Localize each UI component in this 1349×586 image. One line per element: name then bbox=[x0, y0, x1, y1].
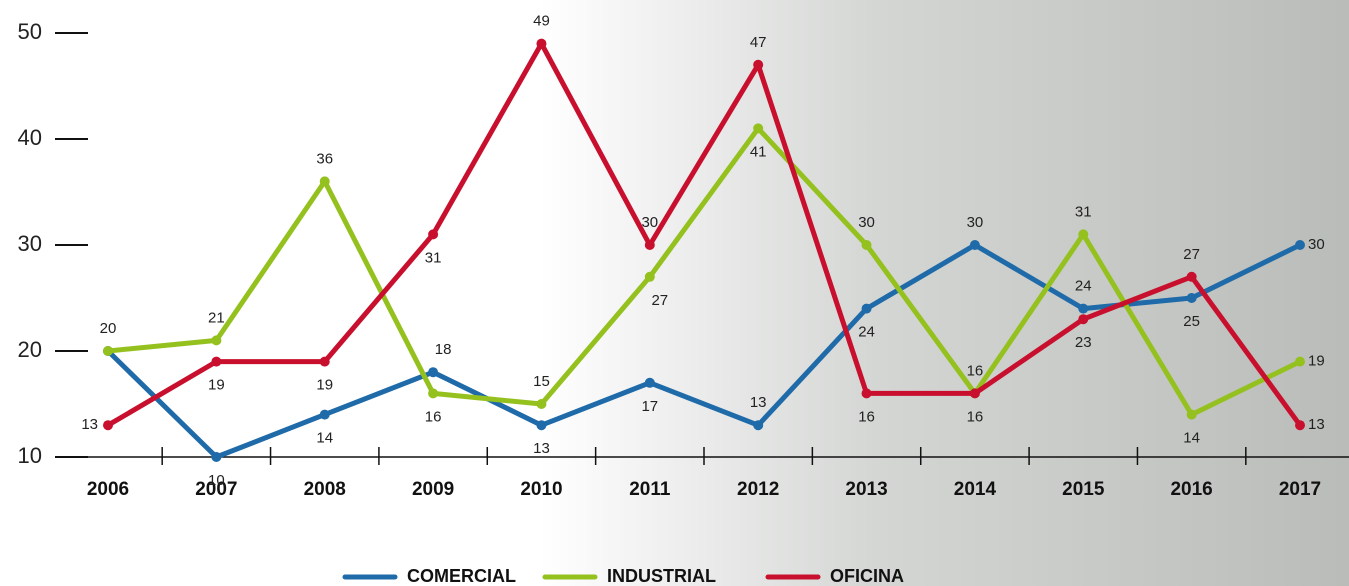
point bbox=[428, 388, 438, 398]
point bbox=[1187, 293, 1197, 303]
y-tick-label: 10 bbox=[18, 443, 42, 468]
point bbox=[753, 420, 763, 430]
x-tick-label: 2009 bbox=[412, 479, 454, 500]
data-label: 21 bbox=[208, 309, 225, 326]
data-label: 24 bbox=[858, 324, 875, 341]
data-label: 27 bbox=[1183, 246, 1200, 263]
x-tick-label: 2006 bbox=[87, 479, 129, 500]
data-label: 23 bbox=[1075, 334, 1092, 351]
data-label: 31 bbox=[425, 249, 442, 266]
data-label: 16 bbox=[967, 408, 984, 425]
data-label: 13 bbox=[533, 440, 550, 457]
point bbox=[1078, 304, 1088, 314]
point bbox=[1187, 272, 1197, 282]
data-label: 49 bbox=[533, 13, 550, 30]
x-tick-label: 2012 bbox=[737, 479, 779, 500]
point bbox=[645, 378, 655, 388]
point bbox=[1295, 240, 1305, 250]
chart: 1020304050200620072008200920102011201220… bbox=[0, 0, 1349, 586]
data-label: 10 bbox=[208, 472, 225, 489]
point bbox=[862, 388, 872, 398]
data-label: 17 bbox=[641, 398, 658, 415]
data-label: 24 bbox=[1075, 278, 1092, 295]
point bbox=[970, 388, 980, 398]
y-tick-label: 30 bbox=[18, 231, 42, 256]
legend-label: OFICINA bbox=[830, 566, 904, 586]
data-label: 41 bbox=[750, 143, 767, 160]
data-label: 16 bbox=[425, 408, 442, 425]
data-label: 13 bbox=[750, 394, 767, 411]
data-label: 19 bbox=[316, 377, 333, 394]
data-label: 36 bbox=[316, 150, 333, 167]
legend-label: INDUSTRIAL bbox=[607, 566, 716, 586]
point bbox=[753, 60, 763, 70]
data-label: 30 bbox=[858, 214, 875, 231]
point bbox=[103, 346, 113, 356]
point bbox=[536, 39, 546, 49]
data-label: 19 bbox=[208, 377, 225, 394]
data-label: 30 bbox=[1308, 236, 1325, 253]
point bbox=[970, 240, 980, 250]
data-label: 47 bbox=[750, 34, 767, 51]
x-tick-label: 2011 bbox=[629, 479, 671, 500]
point bbox=[428, 229, 438, 239]
data-label: 25 bbox=[1183, 313, 1200, 330]
point bbox=[211, 335, 221, 345]
x-tick-label: 2010 bbox=[520, 479, 562, 500]
point bbox=[1295, 420, 1305, 430]
data-label: 27 bbox=[651, 292, 668, 309]
point bbox=[211, 452, 221, 462]
point bbox=[862, 240, 872, 250]
data-label: 30 bbox=[967, 214, 984, 231]
point bbox=[645, 272, 655, 282]
data-label: 16 bbox=[858, 408, 875, 425]
point bbox=[320, 176, 330, 186]
data-label: 15 bbox=[533, 373, 550, 390]
point bbox=[1078, 229, 1088, 239]
point bbox=[1078, 314, 1088, 324]
legend-label: COMERCIAL bbox=[407, 566, 516, 586]
point bbox=[103, 420, 113, 430]
y-tick-label: 40 bbox=[18, 125, 42, 150]
y-tick-label: 50 bbox=[18, 19, 42, 44]
point bbox=[320, 357, 330, 367]
point bbox=[1187, 410, 1197, 420]
x-tick-label: 2013 bbox=[845, 479, 887, 500]
data-label: 20 bbox=[100, 320, 117, 337]
data-label: 19 bbox=[1308, 353, 1325, 370]
x-tick-label: 2008 bbox=[304, 479, 346, 500]
point bbox=[1295, 357, 1305, 367]
data-label: 31 bbox=[1075, 203, 1092, 220]
x-tick-label: 2015 bbox=[1062, 479, 1105, 500]
point bbox=[536, 399, 546, 409]
data-label: 13 bbox=[81, 416, 98, 433]
y-tick-label: 20 bbox=[18, 337, 42, 362]
data-label: 13 bbox=[1308, 416, 1325, 433]
point bbox=[536, 420, 546, 430]
point bbox=[211, 357, 221, 367]
x-tick-label: 2016 bbox=[1170, 479, 1212, 500]
point bbox=[645, 240, 655, 250]
data-label: 18 bbox=[435, 341, 452, 358]
x-tick-label: 2017 bbox=[1279, 479, 1321, 500]
point bbox=[320, 410, 330, 420]
data-label: 30 bbox=[641, 214, 658, 231]
x-tick-label: 2014 bbox=[954, 479, 997, 500]
point bbox=[862, 304, 872, 314]
data-label: 14 bbox=[316, 430, 333, 447]
point bbox=[753, 123, 763, 133]
data-label: 16 bbox=[967, 362, 984, 379]
point bbox=[428, 367, 438, 377]
data-label: 14 bbox=[1183, 430, 1200, 447]
